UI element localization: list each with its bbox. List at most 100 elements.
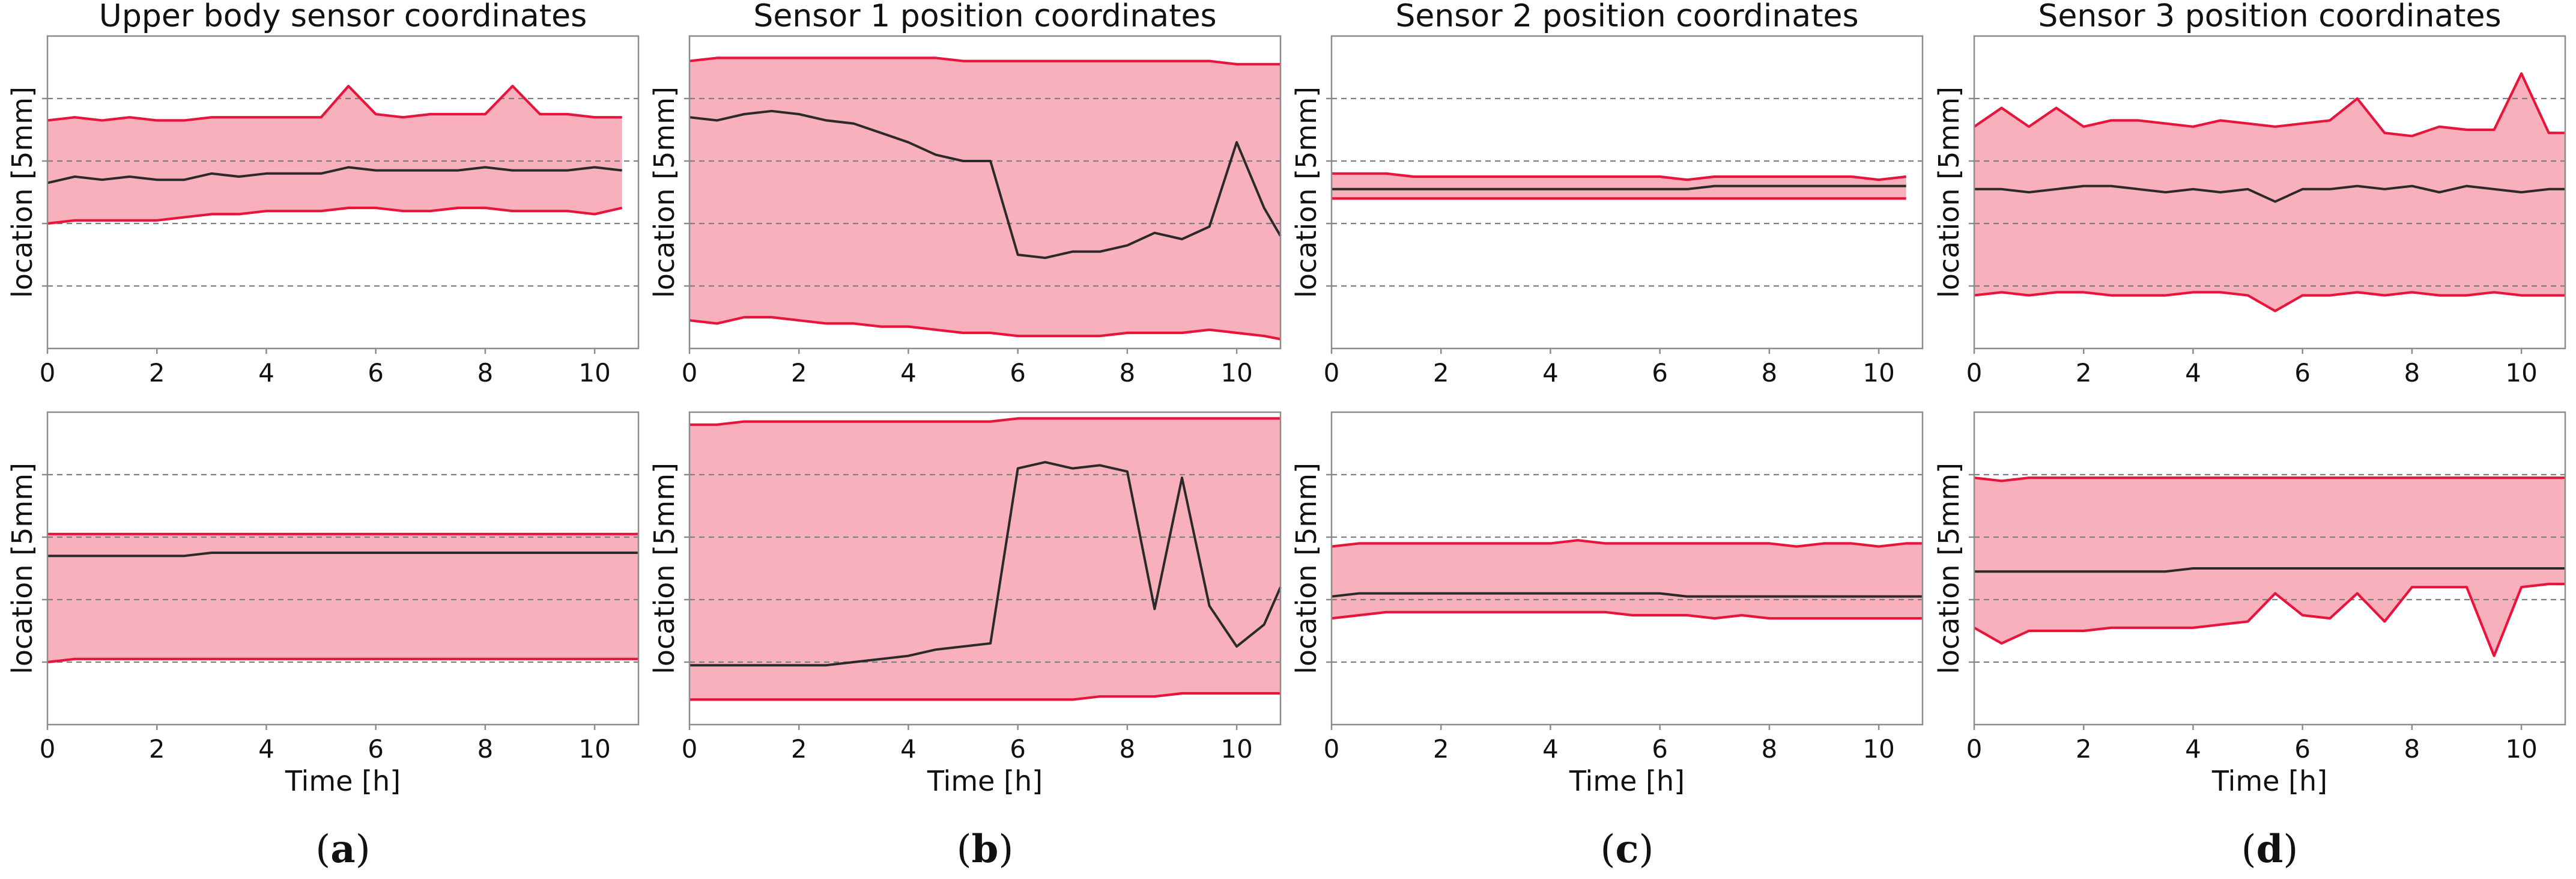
confidence-band [1974,478,2565,656]
x-tick-label: 4 [900,358,917,388]
upper-bound-line [689,417,1280,426]
x-tick-label: 6 [2294,734,2311,764]
confidence-band [1974,73,2565,311]
plot-frame [46,411,640,726]
x-tick-label: 4 [2185,734,2201,764]
x-tick-label: 2 [149,734,165,764]
x-tick-label: 8 [1762,358,1778,388]
chart-panel-c-row2: location [5mm] Time [h] 0 2 4 6 8 10 [1290,411,1924,797]
y-axis-label: location [5mm] [1290,463,1323,674]
mean-line [689,109,1282,260]
upper-bound-line [1974,476,2565,482]
upper-bound-line [1973,72,2565,138]
x-tick-label: 0 [682,358,698,388]
x-tick-label: 0 [40,358,56,388]
x-tick-label: 0 [1966,734,1983,764]
x-tick-label: 2 [1433,358,1449,388]
lower-bound-line [47,206,623,225]
lower-bound-line [689,692,1280,701]
y-axis-label: location [5mm] [648,463,680,674]
mean-line [1974,567,2565,573]
upper-bound-line [689,56,1280,65]
chart-panel-d-row1: Sensor 3 position coordinates location [5… [1933,0,2566,388]
x-axis-label: Time [h] [927,765,1043,797]
chart-title: Sensor 3 position coordinates [2038,0,2501,34]
x-tick-label: 10 [1220,358,1252,388]
x-tick-label: 4 [1542,358,1559,388]
chart-panel-b-row1: Sensor 1 position coordinates location [5… [648,0,1282,388]
confidence-band [689,418,1280,700]
x-axis-label: Time [h] [1569,765,1685,797]
x-tick-label: 6 [1652,734,1668,764]
x-tick-label: 8 [1762,734,1778,764]
x-tick-label: 2 [149,358,165,388]
plot-frame [46,35,640,350]
chart-title: Sensor 2 position coordinates [1395,0,1858,34]
x-tick-label: 0 [682,734,698,764]
mean-line [47,552,638,558]
x-tick-label: 4 [900,734,917,764]
x-tick-label: 2 [2076,734,2092,764]
caption-d: (d) [2241,827,2299,872]
y-axis-label: location [5mm] [6,87,38,298]
upper-bound-line [1332,172,1906,181]
plot-frame [1973,411,2566,726]
chart-panel-b-row2: location [5mm] Time [h] 0 2 4 6 8 10 [648,411,1282,797]
chart-title: Upper body sensor coordinates [99,0,587,34]
x-tick-label: 6 [1010,358,1026,388]
caption-a: (a) [315,827,370,872]
x-axis-label: Time [h] [2211,765,2327,797]
caption-c: (c) [1601,827,1654,872]
confidence-band [689,58,1280,339]
x-tick-label: 0 [1324,734,1340,764]
x-tick-label: 10 [578,734,610,764]
mean-line [47,166,622,184]
x-tick-label: 4 [258,734,274,764]
x-tick-label: 8 [2404,734,2420,764]
lower-bound-line [1331,610,1923,620]
plot-frame [1330,411,1924,726]
x-tick-label: 8 [477,358,494,388]
y-axis-label: location [5mm] [648,87,680,298]
plot-frame [1973,35,2566,350]
x-tick-label: 10 [1862,358,1894,388]
x-tick-label: 6 [1010,734,1026,764]
x-tick-label: 2 [2076,358,2092,388]
chart-panel-d-row2: location [5mm] Time [h] 0 2 4 6 8 10 [1933,411,2566,797]
confidence-band [1332,540,1923,619]
x-tick-label: 2 [1433,734,1449,764]
plot-frame [688,411,1282,726]
x-tick-label: 10 [578,358,610,388]
upper-bound-line [47,85,622,122]
x-axis-label: Time [h] [285,765,401,797]
x-tick-label: 4 [1542,734,1559,764]
x-tick-label: 10 [1862,734,1894,764]
x-tick-label: 2 [791,358,807,388]
x-tick-label: 8 [477,734,494,764]
x-tick-label: 8 [1120,734,1136,764]
y-axis-label: location [5mm] [6,463,38,674]
mean-line [1332,184,1906,190]
x-tick-label: 6 [368,358,384,388]
x-tick-label: 6 [1652,358,1668,388]
x-tick-label: 4 [258,358,274,388]
chart-panel-a-row2: location [5mm] Time [h] 0 2 4 6 8 10 [6,411,640,797]
x-tick-label: 10 [2505,358,2537,388]
x-tick-label: 10 [2505,734,2537,764]
x-tick-label: 2 [791,734,807,764]
chart-panel-a-row1: Upper body sensor coordinates location [5… [6,0,640,388]
x-tick-label: 0 [40,734,56,764]
y-axis-label: location [5mm] [1933,463,1965,674]
x-tick-label: 8 [2404,358,2420,388]
mean-line [689,461,1282,667]
lower-bound-line [1973,582,2565,657]
confidence-band [47,86,622,224]
y-axis-label: location [5mm] [1290,87,1323,298]
lower-bound-line [689,315,1281,341]
mean-line [1974,184,2565,203]
x-tick-label: 0 [1324,358,1340,388]
lower-bound-line [47,657,638,664]
chart-title: Sensor 1 position coordinates [753,0,1216,34]
upper-bound-line [1331,539,1923,548]
